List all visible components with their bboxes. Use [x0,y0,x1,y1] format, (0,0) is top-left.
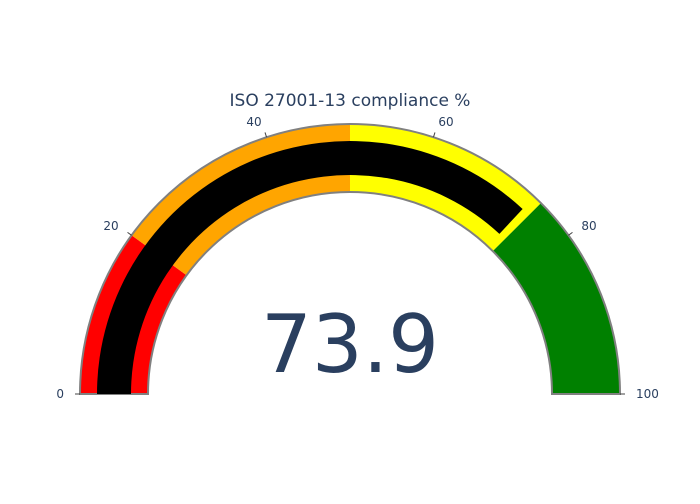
gauge-tick-mark [128,232,132,235]
gauge-tick-label: 80 [581,219,596,233]
gauge-tick-label: 60 [438,115,453,129]
gauge-tick-label: 0 [56,387,64,401]
gauge-tick-label: 100 [636,387,659,401]
gauge-value-label: 73.9 [261,298,439,391]
chart-title: ISO 27001-13 compliance % [230,91,471,111]
gauge-tick-mark [568,232,572,235]
gauge-tick-label: 40 [246,115,261,129]
gauge-tick-label: 20 [103,219,118,233]
